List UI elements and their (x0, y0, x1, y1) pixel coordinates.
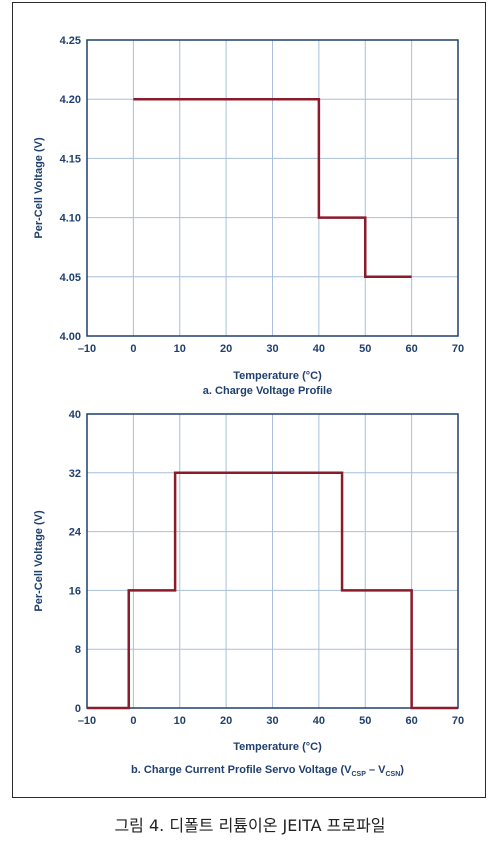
chart-a-y-tick-label: 4.20 (60, 94, 81, 106)
chart-a-x-tick-label: 10 (174, 343, 186, 355)
chart-a-x-tick-label: 40 (313, 343, 325, 355)
chart-b-title-part: CSP (352, 771, 367, 778)
chart-a-y-tick-label: 4.00 (60, 331, 81, 343)
figure-caption: 그림 4. 디폴트 리튬이온 JEITA 프로파일 (114, 816, 386, 835)
chart-b-x-tick-label: 20 (220, 715, 232, 727)
chart-a-y-tick-label: 4.10 (60, 213, 81, 225)
chart-a-x-tick-label: 50 (359, 343, 371, 355)
chart-b-y-tick-label: 32 (69, 468, 81, 480)
chart-b-title-part: b. Charge Current Profile Servo Voltage … (131, 764, 352, 776)
chart-a-plot-border (86, 39, 459, 337)
chart-a-x-tick-label: 0 (130, 343, 136, 355)
chart-b-y-tick-label: 24 (69, 527, 82, 539)
figure-frame (12, 2, 486, 798)
chart-b-x-axis-label: Temperature (°C) (233, 741, 322, 753)
chart-a-x-tick-label: –10 (78, 343, 96, 355)
chart-b-x-tick-label: 10 (174, 715, 186, 727)
chart-b-y-tick-label: 40 (69, 409, 81, 421)
chart-b-series-line (87, 471, 458, 710)
chart-b-x-tick-label: 0 (130, 715, 136, 727)
chart-b-plot-border (86, 413, 459, 709)
chart-a-x-tick-label: 60 (406, 343, 418, 355)
chart-b-x-tick-label: 30 (266, 715, 278, 727)
chart-b-y-axis-label: Per-Cell Voltage (V) (33, 510, 45, 612)
chart-b-y-tick-label: 8 (75, 644, 81, 656)
chart-b-y-tick-label: 0 (75, 703, 81, 715)
chart-b-x-tick-label: 40 (313, 715, 325, 727)
chart-a-x-tick-label: 30 (266, 343, 278, 355)
chart-a-series-line (133, 97, 412, 279)
chart-b-title-part: CSN (385, 771, 400, 778)
chart-b-title: b. Charge Current Profile Servo Voltage … (131, 764, 404, 778)
chart-b-x-tick-label: –10 (78, 715, 96, 727)
chart-b-title-part: – V (366, 764, 386, 776)
chart-b-title-part: ) (400, 764, 404, 776)
chart-a-y-axis-label: Per-Cell Voltage (V) (33, 137, 45, 239)
chart-b-y-tick-label: 16 (69, 585, 81, 597)
chart-a-x-axis-label: Temperature (°C) (233, 370, 322, 382)
chart-b-x-tick-label: 60 (406, 715, 418, 727)
chart-a-y-tick-label: 4.15 (60, 153, 81, 165)
chart-a-title: a. Charge Voltage Profile (203, 385, 332, 397)
chart-a-y-tick-label: 4.05 (60, 272, 81, 284)
chart-b-x-tick-label: 50 (359, 715, 371, 727)
chart-a-x-tick-label: 20 (220, 343, 232, 355)
chart-b-x-tick-label: 70 (452, 715, 464, 727)
chart-a-x-tick-label: 70 (452, 343, 464, 355)
chart-a-y-tick-label: 4.25 (60, 35, 81, 47)
